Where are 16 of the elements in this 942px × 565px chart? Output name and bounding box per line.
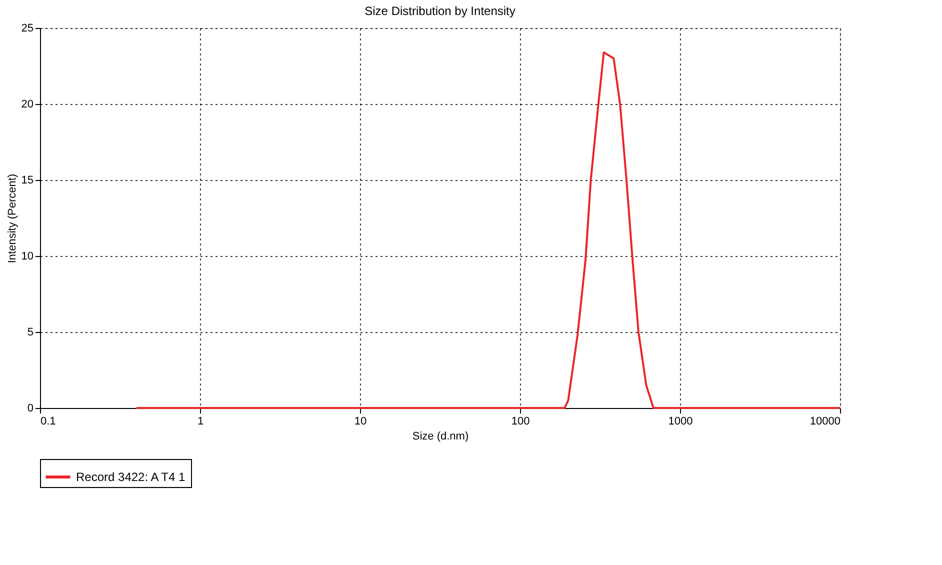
chart-title: Size Distribution by Intensity <box>364 4 516 18</box>
x-tick-label: 0.1 <box>40 416 56 428</box>
x-tick-label: 10000 <box>810 416 840 428</box>
x-tick-label: 10 <box>354 416 367 428</box>
y-tick-label: 25 <box>21 22 34 34</box>
x-tick-label: 1 <box>197 416 204 428</box>
legend-label: Record 3422: A T4 1 <box>76 470 186 484</box>
x-axis-title: Size (d.nm) <box>412 430 469 442</box>
y-axis-title: Intensity (Percent) <box>6 174 18 264</box>
y-tick-label: 15 <box>21 174 34 186</box>
y-tick-label: 5 <box>27 326 34 338</box>
y-tick-label: 0 <box>27 402 34 414</box>
y-tick-label: 20 <box>21 98 34 110</box>
x-tick-label: 100 <box>511 416 530 428</box>
x-tick-label: 1000 <box>668 416 693 428</box>
y-tick-label: 10 <box>21 250 34 262</box>
